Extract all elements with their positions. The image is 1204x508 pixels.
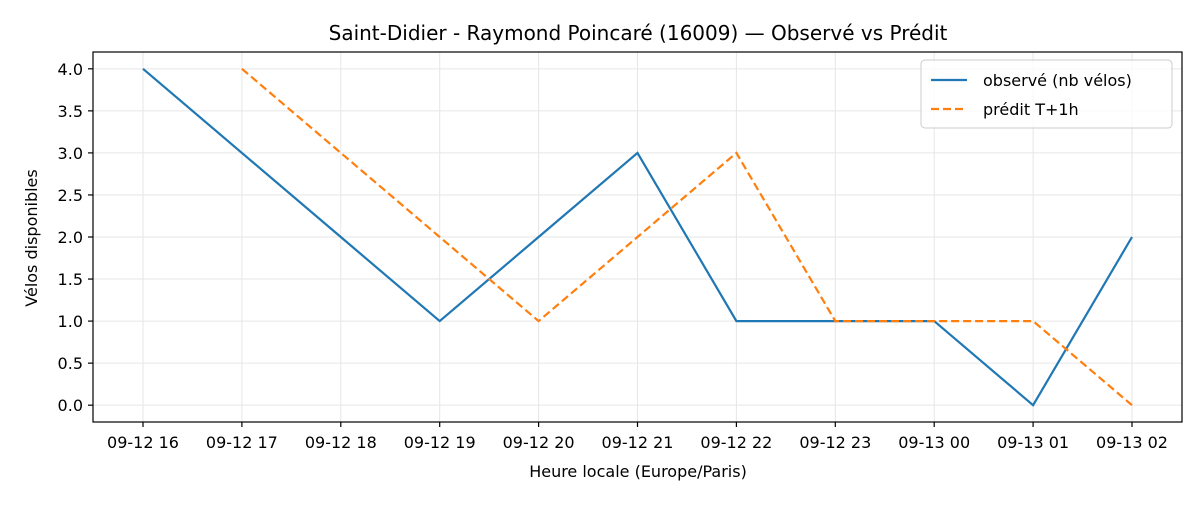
x-tick-label: 09-12 16 xyxy=(107,433,179,452)
x-tick-label: 09-12 21 xyxy=(602,433,674,452)
x-tick-label: 09-13 02 xyxy=(1096,433,1168,452)
x-tick-label: 09-12 19 xyxy=(404,433,476,452)
x-tick-label: 09-13 00 xyxy=(898,433,970,452)
x-tick-label: 09-12 20 xyxy=(503,433,575,452)
y-tick-label: 4.0 xyxy=(58,60,83,79)
y-tick-label: 3.0 xyxy=(58,144,83,163)
x-tick-label: 09-12 23 xyxy=(799,433,871,452)
y-axis-label: Vélos disponibles xyxy=(22,169,41,306)
x-tick-label: 09-12 18 xyxy=(305,433,377,452)
chart-title: Saint-Didier - Raymond Poincaré (16009) … xyxy=(329,21,948,45)
y-tick-label: 1.5 xyxy=(58,270,83,289)
x-axis-ticks: 09-12 16 09-12 17 09-12 18 09-12 19 09-12 20… xyxy=(107,422,1168,452)
y-tick-label: 2.0 xyxy=(58,228,83,247)
legend-box xyxy=(920,59,1173,129)
series-line-predicted xyxy=(241,67,1133,407)
series-line-observed xyxy=(142,67,1133,407)
x-axis-label: Heure locale (Europe/Paris) xyxy=(529,462,747,481)
x-tick-label: 09-13 01 xyxy=(997,433,1069,452)
y-tick-label: 0.0 xyxy=(58,396,83,415)
y-tick-label: 1.0 xyxy=(58,312,83,331)
series-lines xyxy=(142,67,1133,407)
legend-label-observed: observé (nb vélos) xyxy=(983,71,1132,90)
y-axis-ticks: 0.0 0.5 1.0 1.5 2.0 2.5 3.0 3.5 4.0 xyxy=(58,60,93,415)
legend: observé (nb vélos) prédit T+1h xyxy=(920,59,1173,129)
x-tick-label: 09-12 22 xyxy=(700,433,772,452)
x-tick-label: 09-12 17 xyxy=(206,433,278,452)
y-tick-label: 3.5 xyxy=(58,102,83,121)
legend-label-predicted: prédit T+1h xyxy=(983,100,1079,119)
y-tick-label: 0.5 xyxy=(58,354,83,373)
y-tick-label: 2.5 xyxy=(58,186,83,205)
